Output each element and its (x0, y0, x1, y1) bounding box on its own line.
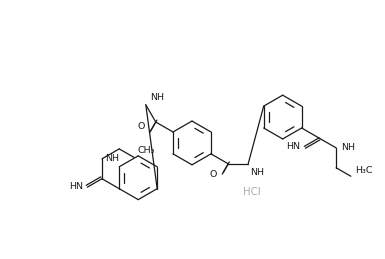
Text: HN: HN (69, 182, 83, 191)
Text: NH: NH (150, 93, 164, 102)
Text: NH: NH (341, 143, 355, 152)
Text: NH: NH (105, 154, 119, 163)
Text: CH₃: CH₃ (138, 146, 156, 155)
Text: O: O (210, 170, 217, 179)
Text: H₃C: H₃C (355, 166, 372, 175)
Text: HCl: HCl (243, 187, 261, 197)
Text: HN: HN (286, 142, 300, 151)
Text: NH: NH (250, 168, 264, 177)
Text: O: O (137, 123, 145, 131)
